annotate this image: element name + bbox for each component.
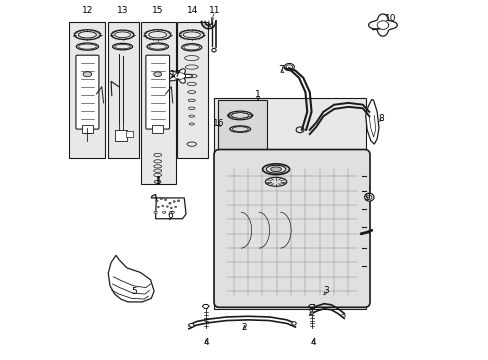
Ellipse shape [162,211,165,213]
Text: 11: 11 [209,6,221,15]
Ellipse shape [188,323,194,327]
Bar [217,100,266,149]
Text: 5: 5 [131,287,137,296]
Ellipse shape [341,314,345,317]
Polygon shape [365,99,378,144]
Text: 17: 17 [169,70,181,79]
Text: 10: 10 [384,14,396,23]
Bar [69,22,105,158]
Ellipse shape [364,193,373,201]
Ellipse shape [160,198,162,199]
Ellipse shape [83,72,92,77]
Text: 2: 2 [241,323,247,332]
Bar [177,22,207,158]
Polygon shape [368,14,396,36]
Bar [214,98,366,309]
Ellipse shape [156,200,158,202]
Ellipse shape [174,206,176,208]
FancyBboxPatch shape [76,55,99,129]
Text: 3: 3 [323,286,328,295]
Ellipse shape [162,205,163,207]
Ellipse shape [173,201,175,202]
Ellipse shape [153,72,162,77]
Bar [107,22,139,158]
Ellipse shape [157,206,159,208]
Ellipse shape [170,207,172,209]
Text: 14: 14 [186,6,198,15]
Bar [126,131,132,137]
Text: 9: 9 [364,193,369,202]
Polygon shape [169,69,192,83]
Text: 15: 15 [152,6,163,15]
Ellipse shape [177,200,179,202]
Bar [81,126,93,134]
Bar [115,130,126,140]
Ellipse shape [164,199,166,201]
Text: 1: 1 [255,90,261,99]
Text: 12: 12 [81,6,93,15]
Polygon shape [151,194,185,219]
Ellipse shape [166,206,168,207]
Bar [141,22,175,184]
Polygon shape [108,255,154,302]
FancyBboxPatch shape [214,149,369,307]
Ellipse shape [168,202,171,204]
Text: 4: 4 [310,338,316,347]
Text: 4: 4 [203,338,209,347]
Bar [152,126,163,134]
Ellipse shape [309,311,313,314]
Text: 16: 16 [212,119,224,128]
FancyBboxPatch shape [145,55,169,129]
Text: 8: 8 [378,114,384,123]
Text: 13: 13 [117,6,128,15]
Ellipse shape [154,211,157,213]
Text: 6: 6 [167,211,172,220]
Ellipse shape [270,167,281,172]
Ellipse shape [291,321,296,325]
Ellipse shape [171,211,174,213]
Text: 7: 7 [278,65,284,74]
